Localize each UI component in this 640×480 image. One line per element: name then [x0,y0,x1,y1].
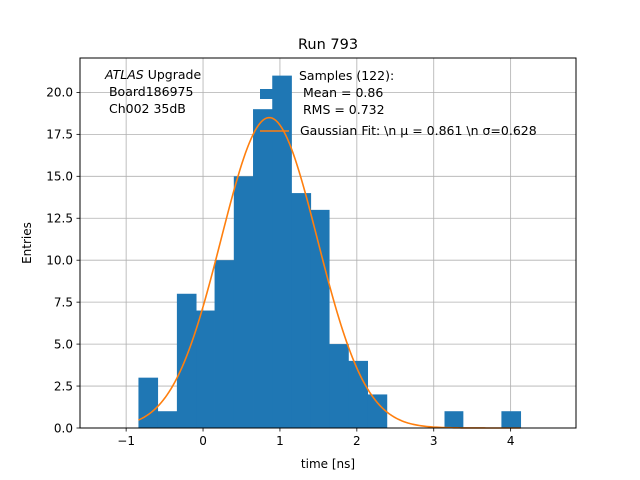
y-tick-label: 15.0 [46,170,73,184]
legend-samples-swatch [260,89,289,99]
legend-fit-label: Gaussian Fit: \n μ = 0.861 \n σ=0.628 [300,123,537,138]
histogram-bar [501,411,522,428]
annotation-line-1: ATLAS Upgrade [104,67,201,82]
histogram-bar [348,360,369,428]
histogram-bar [310,209,330,428]
histogram-bar [157,411,178,428]
x-tick-label: −1 [117,434,135,448]
x-axis-ticks: −1 0 1 2 3 4 [117,428,514,448]
histogram-bars [138,75,522,428]
legend-samples-line-3: RMS = 0.732 [299,102,385,117]
y-tick-label: 10.0 [46,253,73,267]
y-axis-ticks: 0.0 2.5 5.0 7.5 10.0 12.5 15.0 17.5 20.0 [46,86,80,435]
y-tick-label: 17.5 [46,128,73,142]
histogram-bar [444,411,464,428]
y-tick-label: 7.5 [54,295,73,309]
x-tick-label: 1 [276,434,284,448]
x-tick-label: 4 [507,434,515,448]
histogram-bar [176,293,197,428]
histogram-bar [253,109,273,428]
y-tick-label: 2.5 [54,379,73,393]
histogram-bar [138,377,159,428]
y-tick-label: 20.0 [46,86,73,100]
annotation-line-3: Ch002 35dB [105,101,186,116]
histogram-bar [367,394,388,428]
histogram-bar [291,193,312,428]
histogram-bar [233,176,254,428]
histogram-bar [196,310,215,428]
x-axis-label: time [ns] [301,457,355,471]
y-tick-label: 12.5 [46,212,73,226]
x-tick-label: 0 [199,434,207,448]
chart-title: Run 793 [298,37,358,53]
annotation-atlas-word: ATLAS [104,67,144,82]
histogram-bar [329,344,349,428]
annotation-line-2: Board186975 [105,84,193,99]
annotation-upgrade-word: Upgrade [144,67,202,82]
y-tick-label: 5.0 [54,337,73,351]
atlas-annotation: ATLAS Upgrade Board186975 Ch002 35dB [104,67,201,116]
plot-frame [79,57,577,429]
y-tick-label: 0.0 [54,421,73,435]
x-tick-label: 2 [353,434,361,448]
histogram-bar [272,75,292,428]
legend: Samples (122): Mean = 0.86 RMS = 0.732 G… [260,68,537,138]
y-axis-label: Entries [20,222,34,264]
legend-samples-line-2: Mean = 0.86 [299,85,383,100]
legend-samples-line-1: Samples (122): [299,68,394,83]
histogram-bar [214,260,235,428]
x-tick-label: 3 [430,434,438,448]
